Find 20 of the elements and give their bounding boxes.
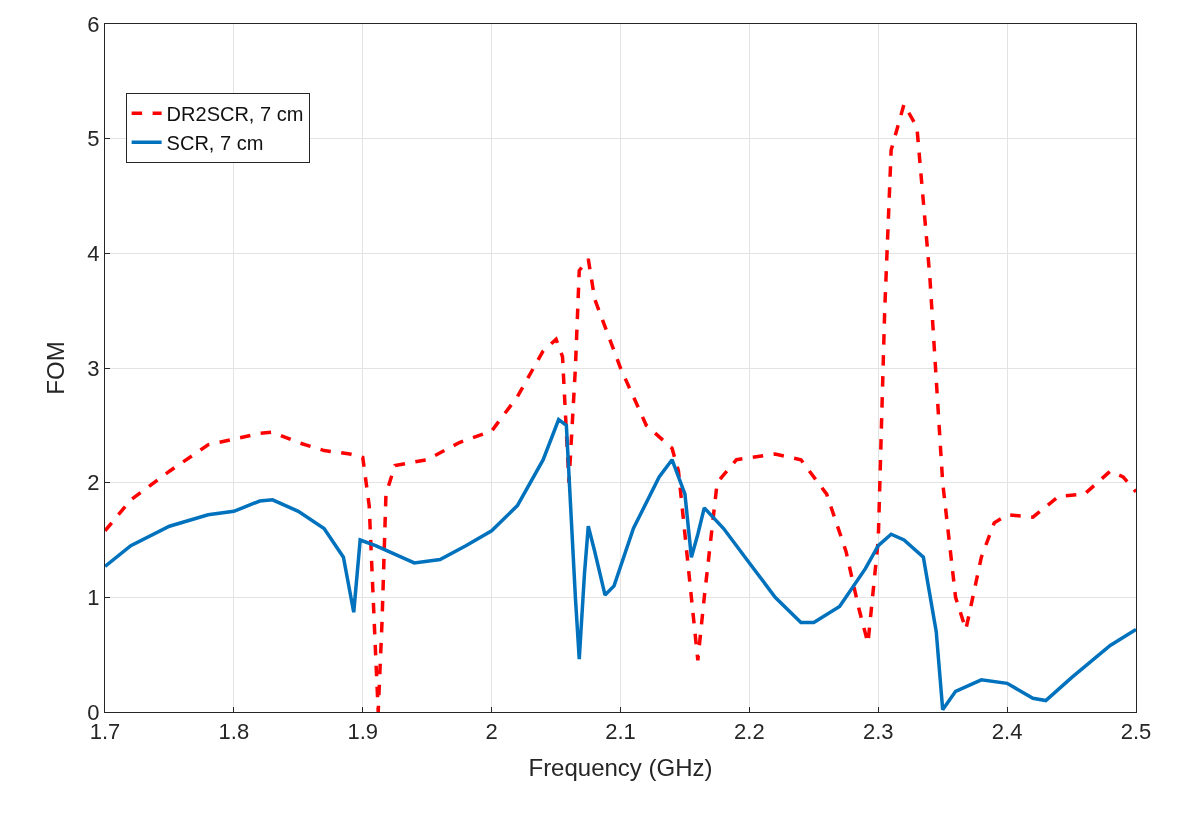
x-tick-label: 1.8 bbox=[218, 719, 250, 745]
line-series bbox=[105, 417, 1136, 712]
y-tick-label: 2 bbox=[87, 470, 100, 496]
x-tick-label: 2.5 bbox=[1120, 719, 1152, 745]
x-tick-label: 2.3 bbox=[862, 719, 894, 745]
legend-label: DR2SCR, 7 cm bbox=[166, 103, 304, 126]
y-axis-title: FOM bbox=[42, 341, 70, 395]
y-tick-label: 1 bbox=[87, 585, 100, 611]
x-tick-label: 2.2 bbox=[734, 719, 765, 745]
y-tick-label: 6 bbox=[87, 11, 100, 37]
line-series bbox=[105, 102, 1136, 712]
y-tick-label: 5 bbox=[87, 126, 100, 152]
legend-label: SCR, 7 cm bbox=[166, 132, 264, 155]
y-tick-label: 3 bbox=[87, 355, 100, 381]
x-tick-label: 1.9 bbox=[347, 719, 379, 745]
y-tick-label: 4 bbox=[87, 241, 100, 267]
x-tick-label: 2 bbox=[485, 719, 498, 745]
x-tick-label: 2.1 bbox=[605, 719, 636, 745]
x-axis-title: Frequency (GHz) bbox=[528, 753, 713, 781]
x-tick-label: 2.4 bbox=[991, 719, 1023, 745]
